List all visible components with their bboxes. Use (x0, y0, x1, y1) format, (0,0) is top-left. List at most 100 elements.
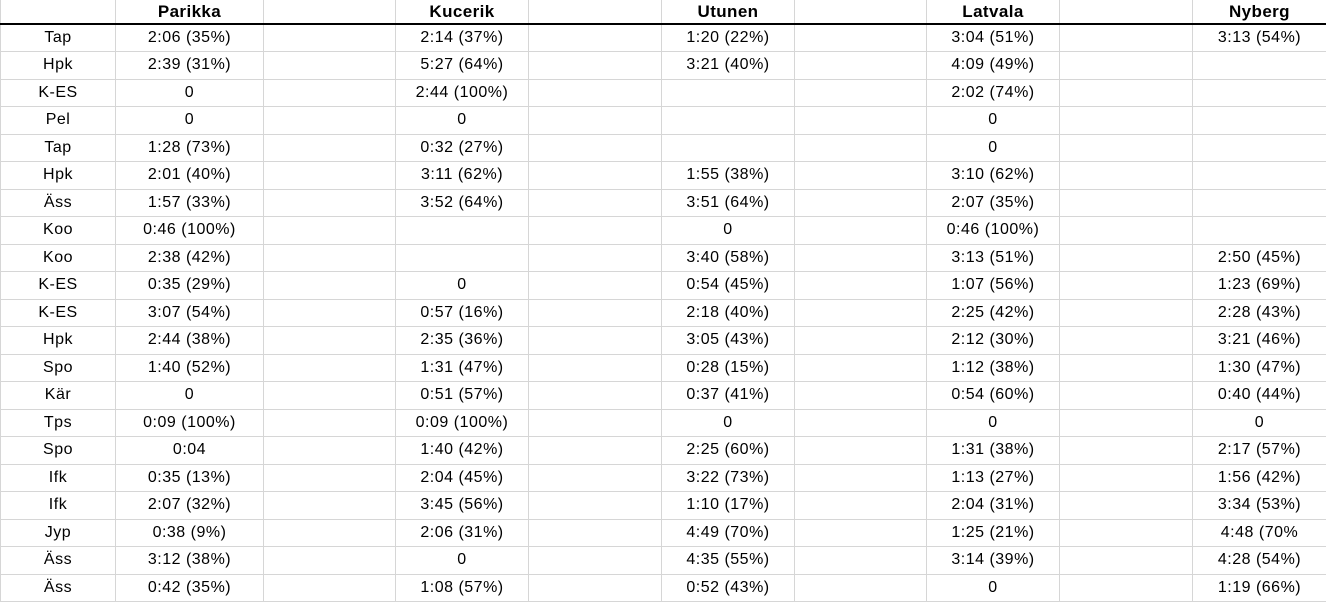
data-cell[interactable]: 2:28 (43%) (1192, 298, 1326, 327)
row-label[interactable]: Spo (0, 436, 116, 465)
row-label[interactable]: Hpk (0, 161, 116, 190)
spacer-cell[interactable] (528, 491, 662, 520)
data-cell[interactable]: 3:40 (58%) (661, 243, 795, 272)
spacer-cell[interactable] (1059, 216, 1193, 245)
row-label[interactable]: Koo (0, 243, 116, 272)
spacer-cell[interactable] (528, 188, 662, 217)
spacer-cell[interactable] (263, 491, 396, 520)
data-cell[interactable]: 3:21 (40%) (661, 51, 795, 80)
data-cell[interactable]: 0 (395, 106, 529, 135)
spacer-cell[interactable] (528, 51, 662, 80)
spacer-cell[interactable] (794, 216, 927, 245)
spacer-cell[interactable] (1059, 23, 1193, 52)
spacer-cell[interactable] (263, 463, 396, 492)
spacer-cell[interactable] (1059, 491, 1193, 520)
data-cell[interactable]: 0 (395, 546, 529, 575)
spacer-cell[interactable] (263, 243, 396, 272)
data-cell[interactable]: 0:40 (44%) (1192, 381, 1326, 410)
data-cell[interactable]: 0:54 (45%) (661, 271, 795, 300)
spacer-cell[interactable] (1059, 133, 1193, 162)
row-label[interactable]: Kär (0, 381, 116, 410)
spacer-cell[interactable] (528, 436, 662, 465)
data-cell[interactable]: 3:13 (54%) (1192, 23, 1326, 52)
spacer-cell[interactable] (263, 23, 396, 52)
spacer-cell[interactable] (794, 353, 927, 382)
row-label[interactable]: Äss (0, 188, 116, 217)
spacer-cell[interactable] (794, 546, 927, 575)
data-cell[interactable]: 3:34 (53%) (1192, 491, 1326, 520)
spacer-cell[interactable] (794, 51, 927, 80)
spacer-cell[interactable] (794, 408, 927, 437)
column-header-parikka[interactable]: Parikka (115, 0, 264, 25)
column-header-latvala[interactable]: Latvala (926, 0, 1060, 25)
data-cell[interactable]: 1:13 (27%) (926, 463, 1060, 492)
data-cell[interactable]: 3:04 (51%) (926, 23, 1060, 52)
data-cell[interactable]: 1:28 (73%) (115, 133, 264, 162)
data-cell[interactable]: 2:02 (74%) (926, 78, 1060, 107)
spacer-cell[interactable] (1059, 78, 1193, 107)
spacer-cell[interactable] (794, 381, 927, 410)
spacer-cell[interactable] (1059, 546, 1193, 575)
spacer-cell[interactable] (528, 353, 662, 382)
row-label[interactable]: K-ES (0, 298, 116, 327)
spacer-cell[interactable] (794, 188, 927, 217)
data-cell[interactable]: 5:27 (64%) (395, 51, 529, 80)
data-cell[interactable]: 3:11 (62%) (395, 161, 529, 190)
corner-cell[interactable] (0, 0, 116, 25)
data-cell[interactable]: 1:56 (42%) (1192, 463, 1326, 492)
row-label[interactable]: K-ES (0, 78, 116, 107)
spacer-cell[interactable] (794, 491, 927, 520)
spacer-cell[interactable] (263, 78, 396, 107)
spacer-cell[interactable] (528, 546, 662, 575)
data-cell[interactable]: 0 (926, 133, 1060, 162)
data-cell[interactable]: 0:54 (60%) (926, 381, 1060, 410)
spacer-cell[interactable] (1059, 326, 1193, 355)
data-cell[interactable]: 0:28 (15%) (661, 353, 795, 382)
data-cell[interactable]: 0 (661, 408, 795, 437)
data-cell[interactable]: 0:04 (115, 436, 264, 465)
row-label[interactable]: Äss (0, 546, 116, 575)
data-cell[interactable]: 2:12 (30%) (926, 326, 1060, 355)
data-cell[interactable]: 2:18 (40%) (661, 298, 795, 327)
data-cell[interactable] (395, 243, 529, 272)
data-cell[interactable]: 1:20 (22%) (661, 23, 795, 52)
data-cell[interactable] (1192, 133, 1326, 162)
data-cell[interactable]: 2:01 (40%) (115, 161, 264, 190)
row-label[interactable]: Jyp (0, 518, 116, 547)
data-cell[interactable]: 0 (1192, 408, 1326, 437)
data-cell[interactable] (661, 106, 795, 135)
data-cell[interactable]: 3:45 (56%) (395, 491, 529, 520)
spacer-cell[interactable] (794, 133, 927, 162)
data-cell[interactable]: 0 (115, 78, 264, 107)
row-label[interactable]: Spo (0, 353, 116, 382)
spacer-cell[interactable] (263, 436, 396, 465)
spacer-cell[interactable] (528, 243, 662, 272)
data-cell[interactable]: 2:07 (32%) (115, 491, 264, 520)
data-cell[interactable]: 0:32 (27%) (395, 133, 529, 162)
data-cell[interactable]: 2:35 (36%) (395, 326, 529, 355)
data-cell[interactable]: 0:42 (35%) (115, 573, 264, 602)
row-label[interactable]: Ifk (0, 491, 116, 520)
spacer-cell[interactable] (263, 408, 396, 437)
data-cell[interactable]: 0:51 (57%) (395, 381, 529, 410)
data-cell[interactable]: 1:07 (56%) (926, 271, 1060, 300)
data-cell[interactable]: 2:07 (35%) (926, 188, 1060, 217)
spacer-cell[interactable] (1059, 463, 1193, 492)
row-label[interactable]: Ifk (0, 463, 116, 492)
data-cell[interactable]: 3:13 (51%) (926, 243, 1060, 272)
data-cell[interactable]: 0:09 (100%) (395, 408, 529, 437)
data-cell[interactable]: 1:55 (38%) (661, 161, 795, 190)
spacer-cell[interactable] (1059, 161, 1193, 190)
data-cell[interactable]: 2:06 (31%) (395, 518, 529, 547)
data-cell[interactable]: 2:25 (42%) (926, 298, 1060, 327)
data-cell[interactable]: 3:05 (43%) (661, 326, 795, 355)
data-cell[interactable]: 4:28 (54%) (1192, 546, 1326, 575)
data-cell[interactable] (1192, 161, 1326, 190)
spacer-cell[interactable] (1059, 51, 1193, 80)
spacer-cell[interactable] (528, 161, 662, 190)
spacer-cell[interactable] (1059, 408, 1193, 437)
data-cell[interactable]: 3:14 (39%) (926, 546, 1060, 575)
spacer-cell[interactable] (528, 381, 662, 410)
data-cell[interactable]: 0:35 (29%) (115, 271, 264, 300)
data-cell[interactable]: 0 (926, 573, 1060, 602)
